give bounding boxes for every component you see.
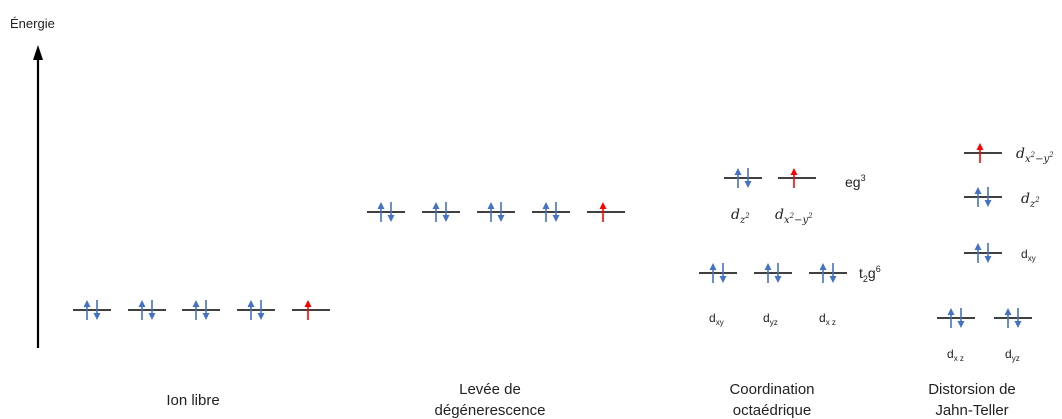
jt-orbital-dxz-electron-up [947, 308, 955, 328]
split-orbital-2-electron-down [442, 202, 450, 222]
free-ion-orbital-4-electron-up [247, 300, 255, 320]
oct-orbital-dxy-electron-down [719, 263, 727, 283]
split-orbital-2-electron-up [432, 202, 440, 222]
oct-label-dx2y2: dx2−y2 [775, 207, 813, 226]
free-ion-orbital-2-electron-up [138, 300, 146, 320]
split-orbital-3-electron-down [497, 202, 505, 222]
free-ion-orbital-1-electron-up [83, 300, 91, 320]
t2g-label: t2g6 [859, 264, 881, 284]
eg-label: eg3 [845, 173, 866, 190]
caption-levee-line2: dégénerescence [435, 402, 546, 419]
jt-label-dxz: dx z [947, 347, 964, 363]
split-orbital-1-electron-down [387, 202, 395, 222]
jt-orbital-dx2y2-electron-unpaired [976, 143, 984, 163]
oct-label-dxz: dx z [819, 311, 836, 327]
split-orbital-4-electron-up [542, 202, 550, 222]
free-ion-orbital-3-electron-up [192, 300, 200, 320]
jt-orbital-dz2-electron-down [984, 187, 992, 207]
jt-label-dyz: dyz [1005, 347, 1020, 363]
oct-orbital-dz2-electron-up [734, 168, 742, 188]
oct-orbital-dxz-electron-down [829, 263, 837, 283]
jt-orbital-dz2-electron-up [974, 187, 982, 207]
jt-orbital-dxy-electron-down [984, 243, 992, 263]
oct-label-dyz: dyz [763, 311, 778, 327]
oct-label-dz2: dz2 [731, 207, 750, 226]
jt-label-dx2y2: dx2−y2 [1016, 146, 1054, 165]
energy-axis-arrowhead [33, 45, 43, 60]
oct-orbital-dxy-electron-up [709, 263, 717, 283]
free-ion-orbital-4-electron-down [257, 300, 265, 320]
oct-orbital-dxz-electron-up [819, 263, 827, 283]
caption-ion-libre: Ion libre [166, 392, 219, 409]
split-orbital-3-electron-up [487, 202, 495, 222]
oct-orbital-dyz-electron-up [764, 263, 772, 283]
caption-octa-line2: octaédrique [733, 402, 811, 419]
split-orbital-5-electron-unpaired [599, 202, 607, 222]
split-orbital-4-electron-down [552, 202, 560, 222]
oct-orbital-dx2y2-electron-unpaired [790, 168, 798, 188]
caption-octa-line1: Coordination [729, 381, 814, 398]
jt-orbital-dyz-electron-down [1014, 308, 1022, 328]
free-ion-orbital-2-electron-down [148, 300, 156, 320]
jt-label-dz2: dz2 [1021, 191, 1040, 210]
free-ion-orbital-5-electron-unpaired [304, 300, 312, 320]
caption-levee-line1: Levée de [459, 381, 521, 398]
orbital-levels [73, 143, 1032, 328]
free-ion-orbital-3-electron-down [202, 300, 210, 320]
jt-label-dxy: dxy [1021, 247, 1036, 263]
jt-orbital-dyz-electron-up [1004, 308, 1012, 328]
jt-orbital-dxz-electron-down [957, 308, 965, 328]
oct-orbital-dyz-electron-down [774, 263, 782, 283]
split-orbital-1-electron-up [377, 202, 385, 222]
free-ion-orbital-1-electron-down [93, 300, 101, 320]
jt-orbital-dxy-electron-up [974, 243, 982, 263]
energy-axis-label: Énergie [10, 16, 55, 31]
caption-jt-line1: Distorsion de [928, 381, 1016, 398]
caption-jt-line2: Jahn-Teller [935, 402, 1008, 419]
oct-label-dxy: dxy [709, 311, 724, 327]
oct-orbital-dz2-electron-down [744, 168, 752, 188]
